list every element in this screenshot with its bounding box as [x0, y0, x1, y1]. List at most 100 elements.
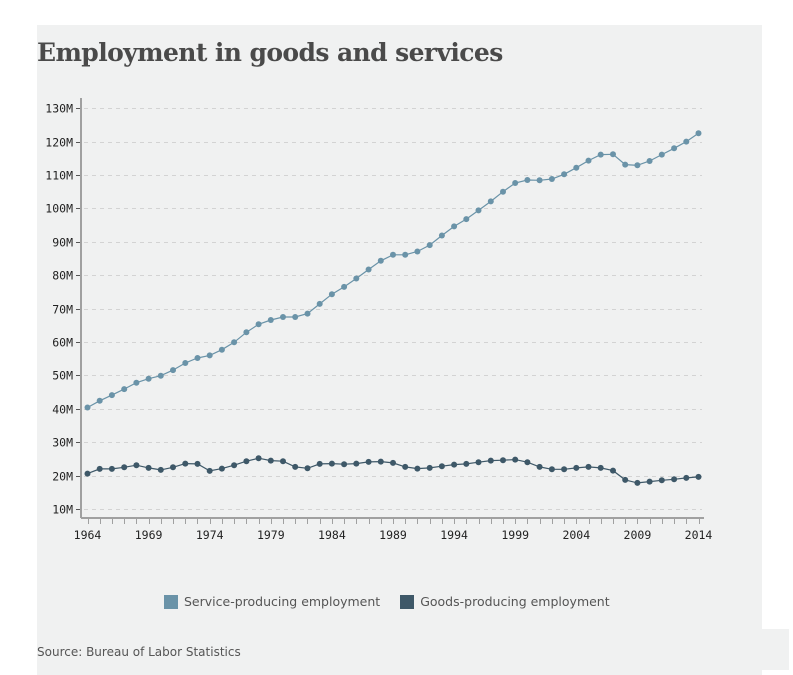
data-point-goods [316, 460, 323, 467]
data-point-service [683, 138, 690, 145]
data-point-goods [108, 465, 115, 472]
data-point-service [365, 266, 372, 273]
data-point-goods [402, 463, 409, 470]
data-point-goods [255, 455, 262, 462]
data-point-service [157, 372, 164, 379]
data-point-goods [182, 460, 189, 467]
data-point-service [267, 317, 274, 323]
data-point-service [438, 232, 445, 239]
y-tick-label: 70M [52, 303, 73, 317]
data-point-goods [267, 457, 274, 464]
data-point-goods [328, 460, 335, 467]
data-point-service [548, 176, 555, 182]
data-point-service [96, 397, 103, 404]
x-tick-label: 2009 [624, 528, 652, 542]
data-point-goods [194, 460, 201, 467]
data-point-service [255, 321, 262, 328]
data-point-service [170, 367, 176, 374]
data-point-goods [353, 460, 360, 467]
x-tick-label: 1994 [440, 528, 468, 542]
data-point-service [658, 151, 665, 158]
data-point-goods [426, 464, 433, 471]
y-tick-label: 50M [52, 369, 73, 383]
y-tick-label: 10M [52, 503, 73, 517]
data-point-service [573, 164, 580, 171]
data-point-goods [280, 458, 286, 465]
data-point-goods [145, 464, 152, 471]
data-point-goods [475, 459, 482, 466]
y-tick-label: 130M [45, 102, 73, 116]
data-point-service [512, 180, 519, 186]
data-point-service [634, 162, 641, 169]
data-point-goods [548, 466, 555, 473]
data-point-goods [292, 463, 299, 470]
data-point-goods [170, 464, 176, 471]
data-point-service [304, 310, 311, 317]
data-point-service [108, 392, 115, 399]
data-point-service [426, 242, 433, 249]
series-group [84, 130, 702, 486]
data-point-service [610, 151, 616, 158]
y-tick-label: 110M [45, 169, 73, 183]
x-tick-label: 1984 [318, 528, 346, 542]
source-note: Source: Bureau of Labor Statistics [37, 645, 241, 659]
y-tick-label: 120M [45, 136, 73, 150]
data-point-service [536, 177, 543, 184]
chart-title: Employment in goods and services [37, 38, 503, 67]
data-point-goods [683, 474, 690, 481]
data-point-goods [561, 466, 568, 473]
data-point-goods [304, 465, 311, 472]
data-point-service [243, 329, 250, 336]
data-point-goods [121, 464, 128, 471]
data-point-service [353, 275, 360, 282]
data-point-goods [377, 458, 384, 465]
data-point-goods [658, 477, 665, 484]
data-point-goods [390, 459, 396, 466]
data-point-service [328, 291, 335, 298]
data-point-service [561, 171, 568, 178]
chart-panel [37, 25, 762, 675]
y-tick-label: 60M [52, 336, 73, 350]
data-point-goods [463, 460, 470, 467]
data-point-service [524, 177, 531, 183]
data-point-service [646, 158, 653, 164]
data-point-goods [524, 459, 531, 466]
data-point-service [84, 404, 91, 411]
x-tick-label: 1974 [196, 528, 224, 542]
legend-label-goods: Goods-producing employment [420, 594, 610, 609]
data-point-service [475, 207, 482, 214]
data-point-goods [96, 465, 103, 472]
data-point-goods [206, 467, 213, 474]
data-point-service [695, 130, 702, 137]
data-point-service [292, 314, 299, 320]
legend-swatch-service [164, 594, 178, 609]
data-point-service [585, 157, 592, 164]
data-point-service [500, 188, 506, 195]
data-point-goods [512, 456, 519, 463]
x-axis: 1964 1969 1974 1979 1984 1989 1994 1999 2004 2009… [74, 517, 712, 542]
data-point-service [622, 161, 629, 168]
x-tick-label: 1964 [74, 528, 102, 542]
data-point-goods [585, 463, 592, 470]
x-tick-label: 1979 [257, 528, 285, 542]
legend-swatch-goods [400, 594, 415, 609]
data-point-service [280, 314, 286, 320]
data-point-service [133, 379, 140, 386]
legend-item-goods: Goods-producing employment [400, 594, 610, 609]
data-point-goods [536, 463, 543, 470]
data-point-goods [573, 464, 580, 471]
y-tick-label: 30M [52, 436, 73, 450]
data-point-goods [695, 473, 702, 480]
y-tick-label: 90M [52, 236, 73, 250]
data-point-goods [671, 476, 678, 483]
data-point-goods [157, 466, 164, 473]
data-point-goods [634, 479, 641, 486]
series-line-service [87, 132, 699, 409]
data-point-service [671, 145, 678, 152]
data-point-goods [646, 478, 653, 485]
data-point-goods [622, 476, 629, 483]
data-point-goods [610, 467, 616, 474]
panel-extension [762, 629, 789, 670]
data-point-goods [451, 461, 458, 468]
data-point-service [231, 339, 238, 346]
